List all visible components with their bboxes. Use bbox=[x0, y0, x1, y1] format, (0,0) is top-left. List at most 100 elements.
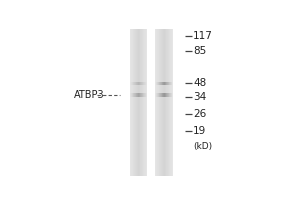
Bar bbox=[134, 29, 135, 176]
Bar bbox=[143, 82, 144, 85]
Bar bbox=[146, 82, 147, 85]
Bar bbox=[143, 29, 144, 176]
Bar bbox=[172, 29, 173, 176]
Bar bbox=[135, 29, 136, 176]
Bar bbox=[156, 93, 157, 97]
Bar bbox=[144, 29, 145, 176]
Bar bbox=[161, 93, 162, 97]
Bar bbox=[157, 82, 158, 85]
Text: 26: 26 bbox=[193, 109, 206, 119]
Bar bbox=[135, 82, 136, 85]
Bar bbox=[139, 29, 140, 176]
Text: 34: 34 bbox=[193, 92, 206, 102]
Bar bbox=[167, 82, 168, 85]
Bar bbox=[167, 93, 168, 97]
Bar bbox=[159, 93, 160, 97]
Bar bbox=[132, 29, 133, 176]
Bar bbox=[157, 93, 158, 97]
Bar bbox=[136, 29, 137, 176]
Bar bbox=[136, 82, 137, 85]
Bar bbox=[155, 93, 156, 97]
Bar bbox=[142, 93, 143, 97]
Bar bbox=[145, 29, 146, 176]
Text: (kD): (kD) bbox=[193, 142, 212, 151]
Bar bbox=[169, 82, 170, 85]
Bar bbox=[158, 93, 159, 97]
Bar bbox=[142, 29, 143, 176]
Text: 85: 85 bbox=[193, 46, 206, 56]
Bar bbox=[138, 93, 139, 97]
Bar bbox=[156, 82, 157, 85]
Bar bbox=[131, 93, 132, 97]
Bar bbox=[137, 29, 138, 176]
Bar bbox=[155, 82, 156, 85]
Bar bbox=[144, 82, 145, 85]
Bar bbox=[159, 29, 160, 176]
Bar bbox=[139, 82, 140, 85]
Bar bbox=[133, 29, 134, 176]
Bar bbox=[158, 82, 159, 85]
Bar bbox=[170, 93, 171, 97]
Bar bbox=[168, 29, 169, 176]
Bar bbox=[135, 93, 136, 97]
Bar bbox=[133, 93, 134, 97]
Bar bbox=[145, 82, 146, 85]
Bar bbox=[163, 93, 164, 97]
Bar bbox=[141, 93, 142, 97]
Bar bbox=[130, 29, 131, 176]
Bar bbox=[170, 82, 171, 85]
Bar bbox=[146, 93, 147, 97]
Bar bbox=[168, 82, 169, 85]
Bar bbox=[162, 82, 163, 85]
Bar bbox=[134, 82, 135, 85]
Bar bbox=[130, 93, 131, 97]
Bar bbox=[171, 82, 172, 85]
Bar bbox=[161, 82, 162, 85]
Bar bbox=[172, 93, 173, 97]
Bar bbox=[144, 93, 145, 97]
Bar bbox=[165, 29, 166, 176]
Bar bbox=[134, 93, 135, 97]
Text: 19: 19 bbox=[193, 126, 206, 136]
Text: ATBP3: ATBP3 bbox=[74, 90, 104, 100]
Bar bbox=[168, 93, 169, 97]
Bar bbox=[137, 93, 138, 97]
Bar bbox=[130, 82, 131, 85]
Bar bbox=[171, 29, 172, 176]
Bar bbox=[140, 82, 141, 85]
Bar bbox=[138, 82, 139, 85]
Bar bbox=[132, 93, 133, 97]
Bar bbox=[164, 29, 165, 176]
Bar bbox=[139, 93, 140, 97]
Bar bbox=[137, 82, 138, 85]
Bar bbox=[160, 29, 161, 176]
Bar bbox=[146, 29, 147, 176]
Bar bbox=[141, 82, 142, 85]
Bar bbox=[142, 82, 143, 85]
Bar bbox=[132, 82, 133, 85]
Bar bbox=[162, 93, 163, 97]
Bar bbox=[133, 82, 134, 85]
Bar bbox=[169, 29, 170, 176]
Bar bbox=[145, 93, 146, 97]
Bar bbox=[167, 29, 168, 176]
Bar bbox=[161, 29, 162, 176]
Bar bbox=[140, 29, 141, 176]
Bar bbox=[141, 29, 142, 176]
Bar bbox=[143, 93, 144, 97]
Bar bbox=[131, 82, 132, 85]
Bar bbox=[157, 29, 158, 176]
Bar bbox=[171, 93, 172, 97]
Bar bbox=[165, 93, 166, 97]
Bar bbox=[136, 93, 137, 97]
Bar bbox=[165, 82, 166, 85]
Text: 48: 48 bbox=[193, 78, 206, 88]
Bar bbox=[131, 29, 132, 176]
Bar bbox=[158, 29, 159, 176]
Bar bbox=[164, 82, 165, 85]
Bar bbox=[172, 82, 173, 85]
Bar bbox=[170, 29, 171, 176]
Bar bbox=[140, 93, 141, 97]
Bar bbox=[155, 29, 156, 176]
Bar bbox=[163, 82, 164, 85]
